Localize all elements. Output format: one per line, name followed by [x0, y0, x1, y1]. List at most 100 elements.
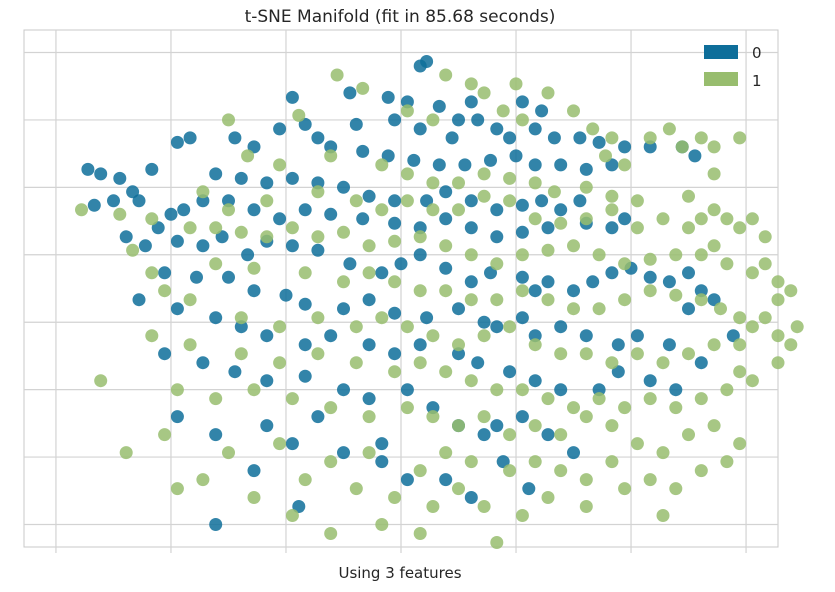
scatter-point-series-1: [579, 410, 593, 424]
scatter-point-series-1: [579, 347, 593, 361]
scatter-point-series-0: [362, 338, 376, 352]
scatter-point-series-0: [413, 122, 427, 136]
scatter-point-series-1: [745, 374, 759, 388]
scatter-point-series-1: [247, 491, 261, 504]
scatter-point-series-1: [234, 225, 248, 239]
scatter-point-series-1: [707, 203, 721, 217]
scatter-point-series-0: [311, 410, 325, 424]
scatter-point-series-1: [426, 113, 440, 127]
scatter-point-series-0: [592, 383, 606, 397]
scatter-point-series-0: [439, 473, 453, 487]
scatter-point-series-1: [656, 509, 670, 522]
scatter-point-series-1: [349, 482, 363, 496]
scatter-point-series-1: [292, 108, 306, 122]
scatter-point-series-1: [554, 428, 568, 442]
scatter-point-series-0: [496, 455, 510, 469]
scatter-point-series-1: [707, 140, 721, 154]
scatter-point-series-0: [145, 162, 159, 176]
scatter-point-series-1: [439, 239, 453, 253]
scatter-point-series-1: [400, 167, 414, 181]
scatter-point-series-1: [452, 419, 465, 433]
scatter-point-series-0: [311, 176, 325, 190]
scatter-point-series-0: [388, 216, 402, 230]
scatter-point-series-0: [554, 320, 568, 334]
scatter-point-series-1: [234, 311, 248, 325]
scatter-point-series-0: [528, 329, 542, 343]
scatter-point-series-1: [196, 185, 210, 199]
scatter-point-series-1: [669, 482, 683, 496]
scatter-point-series-1: [771, 356, 785, 370]
scatter-point-series-1: [771, 329, 785, 343]
scatter-point-series-0: [490, 419, 504, 433]
scatter-point-series-1: [464, 77, 478, 91]
scatter-point-series-1: [464, 455, 478, 469]
scatter-point-series-0: [337, 180, 350, 194]
scatter-point-series-1: [515, 284, 529, 298]
scatter-point-series-0: [209, 311, 223, 325]
scatter-point-series-1: [758, 257, 772, 271]
scatter-point-series-1: [349, 320, 363, 334]
scatter-point-series-1: [260, 230, 274, 244]
scatter-point-series-0: [298, 203, 312, 217]
scatter-point-series-1: [490, 383, 504, 397]
scatter-point-series-1: [599, 149, 612, 163]
scatter-point-series-0: [643, 140, 657, 154]
scatter-point-series-0: [726, 329, 740, 343]
scatter-point-series-1: [541, 293, 555, 307]
scatter-point-series-0: [375, 266, 389, 280]
scatter-point-series-1: [311, 185, 325, 199]
scatter-point-series-1: [477, 86, 491, 100]
scatter-point-series-0: [196, 194, 210, 208]
scatter-point-series-1: [745, 266, 759, 280]
scatter-point-series-1: [669, 248, 683, 262]
scatter-point-series-1: [285, 221, 299, 235]
scatter-point-series-0: [285, 171, 299, 185]
scatter-point-series-1: [183, 338, 197, 352]
scatter-point-series-1: [183, 293, 197, 307]
scatter-point-series-0: [471, 356, 485, 370]
scatter-point-series-1: [528, 212, 542, 226]
scatter-point-series-1: [682, 189, 695, 203]
scatter-point-series-0: [324, 329, 338, 343]
scatter-point-series-0: [452, 347, 465, 361]
scatter-point-series-0: [464, 95, 478, 109]
scatter-point-series-0: [605, 221, 619, 235]
scatter-point-series-0: [349, 117, 363, 131]
scatter-point-series-0: [515, 198, 529, 212]
scatter-point-series-0: [132, 194, 146, 208]
scatter-point-series-0: [234, 320, 248, 334]
scatter-point-series-1: [771, 275, 785, 289]
scatter-point-series-0: [515, 225, 529, 239]
scatter-point-series-0: [388, 194, 402, 208]
scatter-point-series-1: [643, 392, 657, 406]
scatter-point-series-0: [311, 243, 325, 257]
scatter-point-series-1: [452, 338, 465, 352]
scatter-point-series-1: [356, 81, 370, 95]
scatter-point-series-0: [126, 185, 140, 199]
scatter-point-series-0: [196, 239, 210, 253]
scatter-point-series-0: [490, 203, 504, 217]
scatter-point-series-0: [190, 270, 203, 284]
scatter-point-series-0: [682, 302, 695, 316]
scatter-point-series-0: [471, 113, 485, 127]
scatter-point-series-1: [567, 239, 580, 253]
chart-title: t-SNE Manifold (fit in 85.68 seconds): [245, 7, 556, 27]
scatter-point-series-0: [170, 302, 184, 316]
x-axis-label: Using 3 features: [338, 564, 461, 582]
scatter-point-series-1: [714, 302, 727, 316]
scatter-point-series-1: [426, 176, 440, 190]
scatter-point-series-0: [426, 401, 440, 415]
scatter-point-series-1: [375, 158, 389, 172]
scatter-point-series-1: [707, 419, 721, 433]
scatter-point-series-0: [298, 338, 312, 352]
scatter-point-series-1: [413, 230, 427, 244]
scatter-point-series-1: [126, 243, 140, 257]
scatter-point-series-0: [541, 275, 555, 289]
scatter-point-series-0: [669, 383, 683, 397]
scatter-point-series-1: [477, 189, 491, 203]
scatter-point-series-1: [273, 356, 287, 370]
scatter-point-series-0: [362, 189, 376, 203]
scatter-point-series-1: [541, 86, 555, 100]
scatter-point-series-0: [509, 149, 523, 163]
scatter-point-series-0: [388, 347, 402, 361]
